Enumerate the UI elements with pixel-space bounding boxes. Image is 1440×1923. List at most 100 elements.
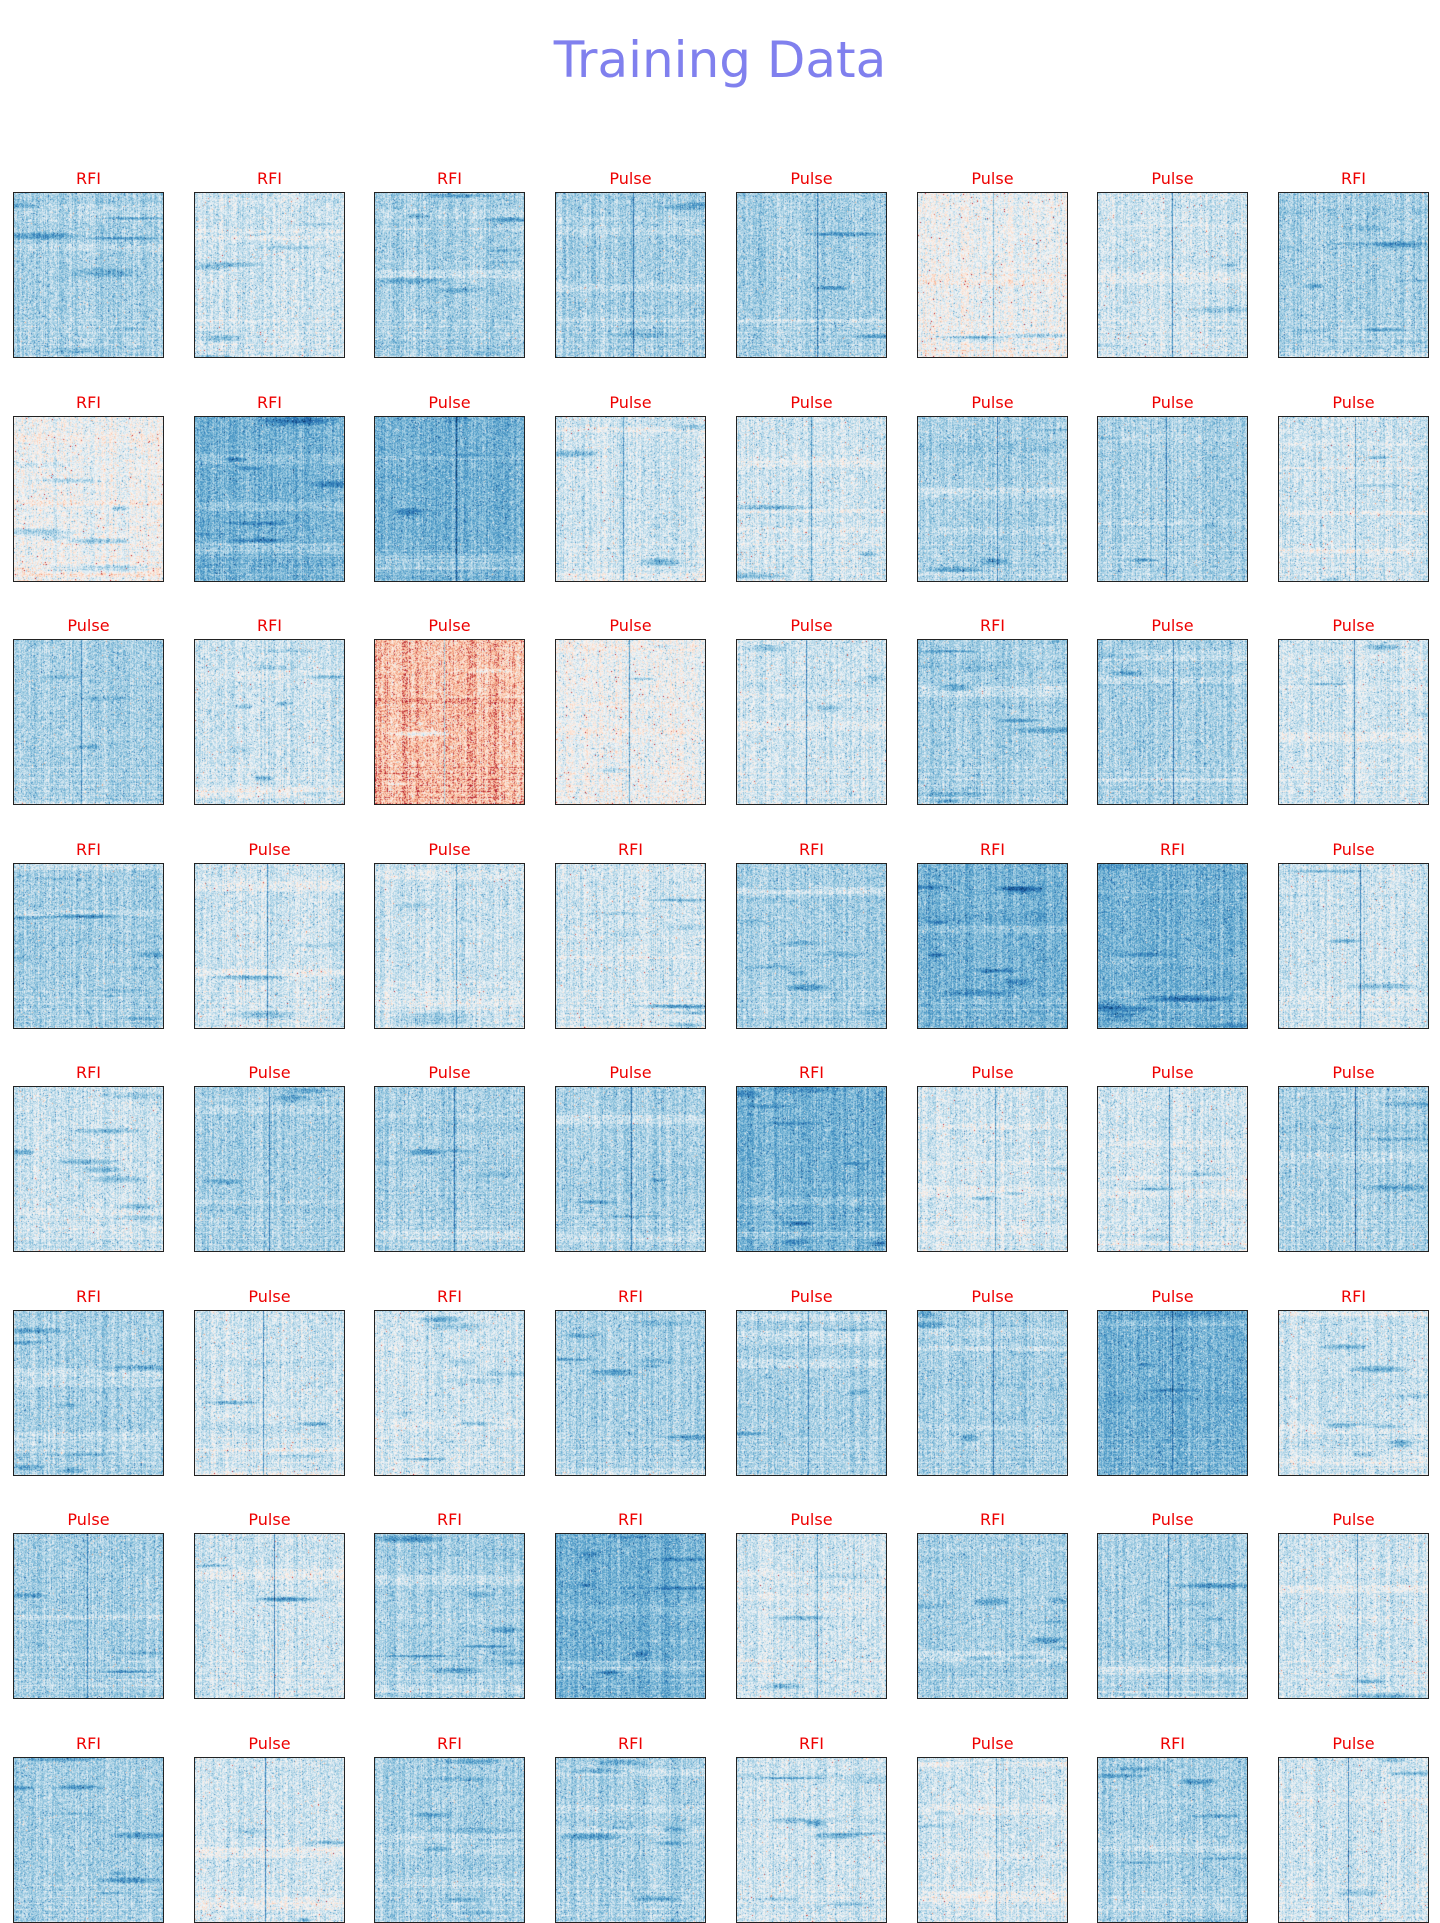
panel-class-label: Pulse: [1151, 1287, 1194, 1306]
panel-class-label: Pulse: [971, 393, 1014, 412]
spectrogram-canvas: [556, 1534, 705, 1698]
spectrogram-canvas: [918, 1758, 1067, 1922]
spectrogram-image: [1278, 1757, 1429, 1923]
spectrogram-image: [1278, 1086, 1429, 1252]
training-sample-panel: RFI: [13, 392, 164, 582]
panel-class-label: Pulse: [1332, 393, 1375, 412]
panel-class-label: RFI: [617, 1734, 644, 1753]
spectrogram-image: [555, 863, 706, 1029]
training-sample-panel: RFI: [13, 1062, 164, 1252]
training-sample-panel: RFI: [374, 1733, 525, 1923]
spectrogram-canvas: [195, 1758, 344, 1922]
panel-class-label: Pulse: [971, 1734, 1014, 1753]
panel-class-label: Pulse: [609, 169, 652, 188]
training-sample-panel: RFI: [374, 1509, 525, 1699]
training-sample-panel: Pulse: [736, 615, 887, 805]
spectrogram-canvas: [14, 864, 163, 1028]
training-sample-panel: RFI: [374, 1286, 525, 1476]
panel-class-label: RFI: [256, 393, 283, 412]
spectrogram-image: [1097, 1310, 1248, 1476]
spectrogram-image: [736, 1310, 887, 1476]
spectrogram-canvas: [737, 640, 886, 804]
training-sample-panel: Pulse: [1278, 839, 1429, 1029]
spectrogram-canvas: [375, 417, 524, 581]
spectrogram-canvas: [556, 193, 705, 357]
spectrogram-image: [194, 1086, 345, 1252]
spectrogram-image: [374, 192, 525, 358]
panel-class-label: Pulse: [67, 616, 110, 635]
training-sample-panel: Pulse: [917, 1062, 1068, 1252]
spectrogram-image: [194, 192, 345, 358]
panel-class-label: Pulse: [248, 840, 291, 859]
spectrogram-canvas: [556, 864, 705, 1028]
spectrogram-image: [555, 1310, 706, 1476]
training-sample-panel: RFI: [13, 168, 164, 358]
panel-class-label: RFI: [979, 616, 1006, 635]
panel-class-label: Pulse: [790, 616, 833, 635]
spectrogram-canvas: [375, 1534, 524, 1698]
spectrogram-canvas: [1098, 864, 1247, 1028]
spectrogram-image: [374, 1086, 525, 1252]
training-sample-panel: Pulse: [1097, 168, 1248, 358]
spectrogram-image: [736, 1533, 887, 1699]
panel-class-label: Pulse: [67, 1510, 110, 1529]
panel-class-label: Pulse: [790, 169, 833, 188]
spectrogram-canvas: [1279, 1311, 1428, 1475]
panel-class-label: Pulse: [790, 1510, 833, 1529]
spectrogram-canvas: [918, 1087, 1067, 1251]
spectrogram-image: [917, 192, 1068, 358]
panel-class-label: RFI: [617, 1510, 644, 1529]
spectrogram-canvas: [918, 1311, 1067, 1475]
training-sample-panel: Pulse: [1097, 1286, 1248, 1476]
spectrogram-image: [374, 1757, 525, 1923]
spectrogram-canvas: [918, 640, 1067, 804]
panel-class-label: RFI: [75, 840, 102, 859]
training-sample-panel: RFI: [555, 1733, 706, 1923]
spectrogram-image: [555, 1533, 706, 1699]
spectrogram-image: [1278, 1533, 1429, 1699]
training-sample-panel: Pulse: [917, 392, 1068, 582]
panel-class-label: Pulse: [790, 393, 833, 412]
panel-class-label: Pulse: [248, 1063, 291, 1082]
panel-class-label: RFI: [798, 840, 825, 859]
spectrogram-canvas: [1279, 864, 1428, 1028]
spectrogram-canvas: [375, 864, 524, 1028]
panel-class-label: RFI: [436, 1734, 463, 1753]
training-sample-panel: RFI: [555, 1509, 706, 1699]
spectrogram-image: [1097, 416, 1248, 582]
panel-class-label: RFI: [436, 1510, 463, 1529]
training-sample-panel: RFI: [1097, 1733, 1248, 1923]
spectrogram-canvas: [14, 417, 163, 581]
training-sample-panel: Pulse: [374, 839, 525, 1029]
spectrogram-canvas: [195, 417, 344, 581]
training-sample-panel: RFI: [555, 1286, 706, 1476]
training-sample-panel: RFI: [13, 1286, 164, 1476]
panel-class-label: RFI: [75, 393, 102, 412]
spectrogram-canvas: [1279, 1758, 1428, 1922]
training-sample-panel: Pulse: [555, 168, 706, 358]
spectrogram-image: [13, 863, 164, 1029]
panel-class-label: Pulse: [1151, 169, 1194, 188]
spectrogram-image: [194, 863, 345, 1029]
training-sample-panel: Pulse: [13, 1509, 164, 1699]
training-sample-panel: RFI: [736, 839, 887, 1029]
training-sample-panel: Pulse: [1097, 1062, 1248, 1252]
panel-class-label: RFI: [256, 616, 283, 635]
panel-class-label: Pulse: [1332, 1510, 1375, 1529]
spectrogram-image: [13, 192, 164, 358]
spectrogram-image: [13, 1310, 164, 1476]
spectrogram-canvas: [918, 864, 1067, 1028]
training-sample-panel: Pulse: [194, 1509, 345, 1699]
spectrogram-canvas: [1279, 417, 1428, 581]
spectrogram-canvas: [1098, 1758, 1247, 1922]
training-sample-panel: Pulse: [1097, 392, 1248, 582]
spectrogram-canvas: [14, 193, 163, 357]
spectrogram-canvas: [375, 193, 524, 357]
spectrogram-image: [374, 1310, 525, 1476]
panel-class-label: Pulse: [971, 169, 1014, 188]
spectrogram-canvas: [1098, 417, 1247, 581]
spectrogram-image: [194, 416, 345, 582]
panel-class-label: Pulse: [971, 1063, 1014, 1082]
training-sample-panel: Pulse: [1278, 1733, 1429, 1923]
training-sample-panel: RFI: [194, 615, 345, 805]
